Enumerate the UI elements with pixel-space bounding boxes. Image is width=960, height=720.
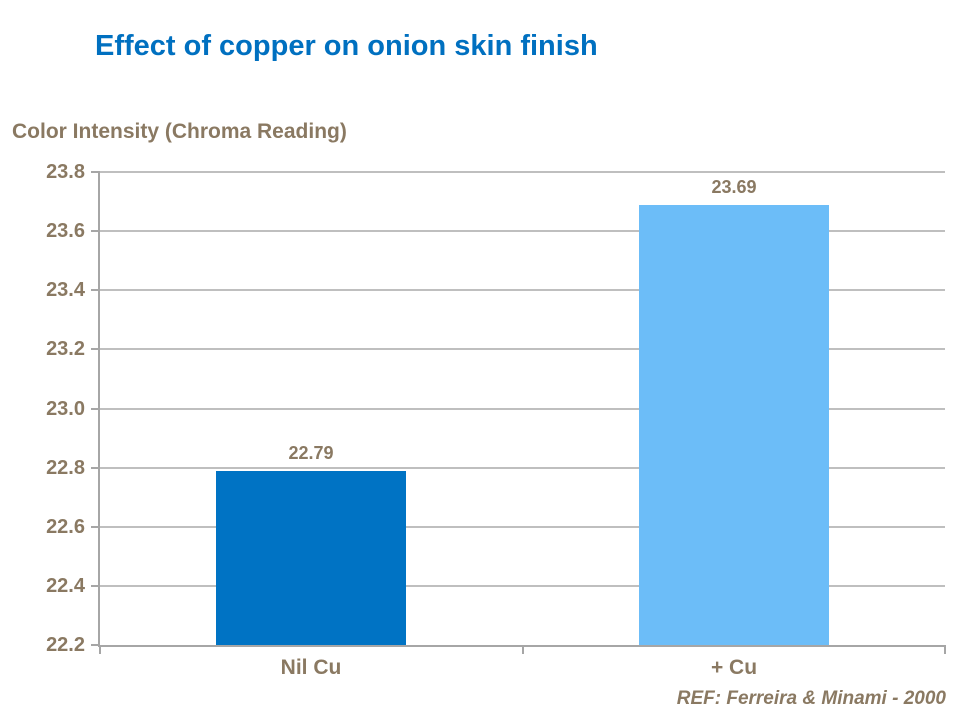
y-tick-label: 23.6 xyxy=(46,220,85,242)
gridline xyxy=(100,467,945,469)
gridline xyxy=(100,585,945,587)
y-axis-title: Color Intensity (Chroma Reading) xyxy=(12,120,347,143)
y-tick-label: 22.2 xyxy=(46,634,85,656)
y-axis-tick xyxy=(91,171,100,173)
x-axis-line xyxy=(98,645,945,647)
y-axis-tick xyxy=(91,526,100,528)
y-tick-label: 23.2 xyxy=(46,338,85,360)
slide-title: Effect of copper on onion skin finish xyxy=(95,30,598,62)
y-tick-label: 23.0 xyxy=(46,398,85,420)
x-axis-tick xyxy=(522,645,524,654)
y-axis-tick xyxy=(91,230,100,232)
gridline xyxy=(100,526,945,528)
gridline xyxy=(100,230,945,232)
x-axis-label: + Cu xyxy=(710,656,758,679)
gridline xyxy=(100,289,945,291)
y-axis-tick xyxy=(91,644,100,646)
bar-value-label: 22.79 xyxy=(288,443,334,463)
bar-nil-cu xyxy=(216,471,406,645)
reference-text: REF: Ferreira & Minami - 2000 xyxy=(676,688,946,709)
bar-cu xyxy=(639,205,829,645)
y-tick-label: 22.8 xyxy=(46,457,85,479)
y-axis-tick xyxy=(91,289,100,291)
x-axis-label: Nil Cu xyxy=(280,656,342,679)
x-axis-tick xyxy=(944,645,946,654)
y-tick-label: 23.8 xyxy=(46,161,85,183)
y-axis-tick xyxy=(91,467,100,469)
bar-value-label: 23.69 xyxy=(711,177,757,197)
y-tick-label: 22.4 xyxy=(46,575,85,597)
x-axis-tick xyxy=(99,645,101,654)
y-tick-label: 23.4 xyxy=(46,279,85,301)
gridline xyxy=(100,408,945,410)
y-axis-tick xyxy=(91,408,100,410)
y-tick-label: 22.6 xyxy=(46,516,85,538)
gridline xyxy=(100,348,945,350)
y-axis-tick xyxy=(91,585,100,587)
y-axis-line xyxy=(98,172,100,647)
gridline xyxy=(100,171,945,173)
y-axis-tick xyxy=(91,348,100,350)
